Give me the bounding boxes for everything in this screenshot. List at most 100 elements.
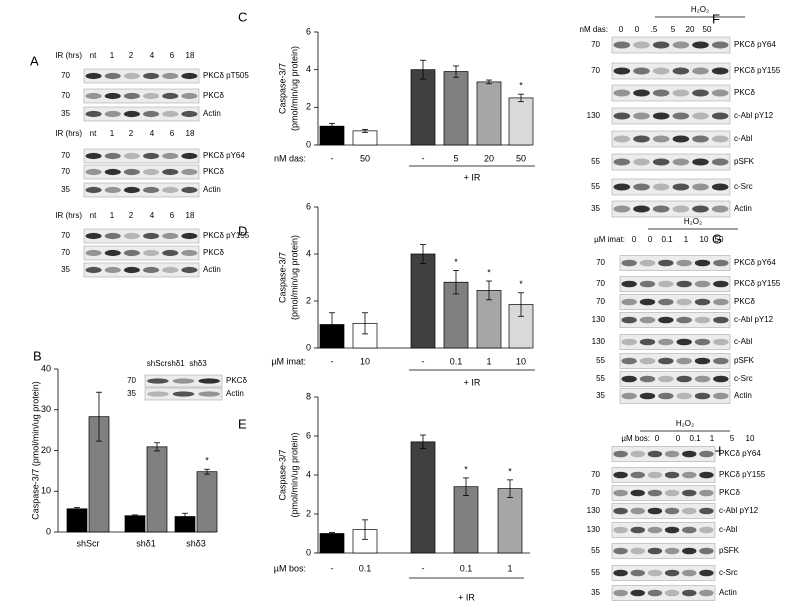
row-label: Actin	[203, 109, 221, 118]
panel-letter: F	[712, 11, 720, 26]
y-tick-label: 4	[306, 248, 311, 258]
error-bar	[420, 59, 426, 80]
row-label: PKCδ	[203, 167, 224, 176]
blot-band	[621, 298, 637, 306]
row-label: c-Src	[734, 182, 753, 191]
blot-band	[713, 316, 729, 324]
blot-band	[694, 316, 711, 324]
blot-band	[621, 280, 637, 288]
significance: *	[464, 464, 468, 474]
lane-label: nt	[90, 211, 97, 220]
row-label: Actin	[734, 204, 752, 213]
blot-band	[147, 391, 169, 397]
lane-label: 4	[150, 51, 155, 60]
x-tick-label: -	[422, 563, 425, 573]
blot-band	[652, 89, 670, 97]
lane-label: nt	[90, 51, 97, 60]
blot-strip	[611, 107, 731, 125]
y-tick-label: 2	[306, 508, 311, 518]
blot-band	[613, 547, 628, 555]
blot-band	[621, 316, 637, 324]
y-tick-label: 8	[306, 391, 311, 401]
blot-band	[104, 152, 121, 160]
row-label: Actin	[734, 391, 752, 400]
lane-label: shδ3	[189, 359, 207, 368]
blot-band	[621, 259, 637, 267]
row-label: PKCδ pY155	[719, 470, 766, 479]
blot-band	[676, 259, 692, 267]
y-tick-label: 30	[41, 404, 51, 414]
blot-band	[676, 357, 692, 365]
bar	[508, 97, 534, 146]
blot-strip	[619, 388, 731, 404]
blot-band	[123, 249, 140, 257]
mw-label: 70	[61, 91, 70, 100]
error-bar	[362, 312, 368, 335]
blot-band	[143, 249, 160, 257]
bar	[319, 533, 345, 554]
y-tick-label: 40	[41, 363, 51, 373]
row-label: PKCδ pY64	[734, 258, 776, 267]
mw-label: 55	[596, 356, 605, 365]
blot-band	[162, 72, 179, 80]
row-label: pSFK	[734, 157, 755, 166]
blot-band	[699, 450, 714, 458]
blot-band	[630, 450, 645, 458]
lane-header: IR (hrs)	[55, 51, 82, 60]
lane-label: .5	[651, 25, 658, 34]
significance: *	[508, 466, 512, 476]
blot-band	[639, 357, 656, 365]
significance: *	[454, 257, 458, 267]
blot-band	[613, 89, 631, 97]
blot-band	[699, 526, 714, 534]
blot-band	[143, 92, 160, 100]
y-axis-label: Caspase-3/7	[277, 252, 287, 303]
bar	[443, 71, 469, 146]
lane-label: 6	[170, 211, 175, 220]
blot-band	[664, 589, 680, 597]
blot-strip	[83, 106, 200, 122]
mw-label: 70	[61, 231, 70, 240]
error-bar	[453, 65, 459, 78]
blot-band	[664, 526, 680, 534]
error-bar	[420, 244, 426, 264]
lane-label: 0	[676, 434, 681, 443]
blot-band	[613, 67, 631, 75]
y-tick-label: 4	[306, 469, 311, 479]
blot-band	[143, 168, 160, 176]
blot-band	[647, 547, 663, 555]
error-bar	[463, 477, 469, 496]
blot-band	[713, 357, 729, 365]
blot-band	[630, 589, 645, 597]
x-tick-label: shScr	[76, 538, 99, 548]
blot-band	[613, 158, 631, 166]
blot-band	[104, 72, 121, 80]
y-tick-label: 0	[306, 547, 311, 557]
blot-band	[162, 249, 179, 257]
blot-band	[713, 280, 729, 288]
blot-band	[181, 152, 198, 160]
blot-band	[123, 92, 140, 100]
mw-label: 70	[61, 167, 70, 176]
blot-band	[694, 259, 711, 267]
blot-band	[639, 259, 656, 267]
blot-band	[172, 391, 195, 397]
blot-strip	[83, 228, 200, 244]
blot-band	[652, 158, 670, 166]
blot-band	[682, 526, 697, 534]
blot-band	[699, 507, 714, 515]
blot-band	[162, 186, 179, 194]
blot-band	[143, 152, 160, 160]
error-bar	[518, 93, 524, 103]
blot-strip	[611, 178, 731, 196]
blot-band	[85, 72, 102, 80]
blot-band	[639, 338, 656, 346]
bar	[146, 446, 168, 533]
blot-band	[682, 589, 697, 597]
blot-band	[181, 168, 198, 176]
blot-band	[143, 110, 160, 118]
blot-band	[633, 41, 650, 49]
blot-band	[630, 471, 645, 479]
row-label: PKCδ	[734, 88, 755, 97]
y-tick-label: 20	[41, 445, 51, 455]
